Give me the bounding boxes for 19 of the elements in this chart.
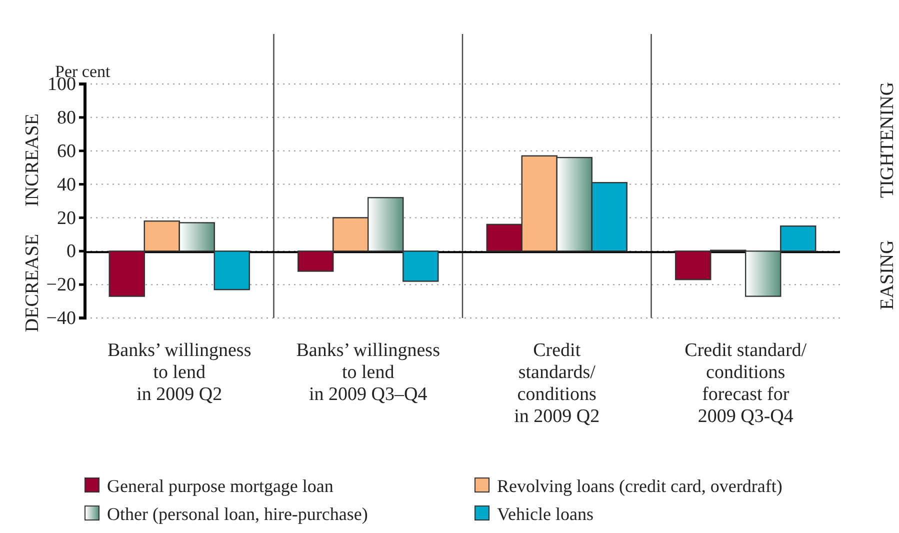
text: TIGHTENING xyxy=(877,82,898,198)
text: DECREASE xyxy=(22,234,43,332)
x-tick-label: Banks’ willingness to lend in 2009 Q3–Q4 xyxy=(296,340,440,405)
y-tick-label: −40 xyxy=(46,308,76,330)
y-tick-label: 20 xyxy=(57,208,76,229)
y-tick-label: 80 xyxy=(57,108,76,129)
legend-label: Vehicle loans xyxy=(497,504,594,524)
y-tick-label: 60 xyxy=(57,140,76,162)
legend-label: General purpose mortgage loan xyxy=(107,476,334,496)
y-tick-label: 40 xyxy=(57,174,76,196)
legend-label: Revolving loans (credit card, overdraft) xyxy=(497,476,782,496)
x-tick-label: Credit standards/ conditions in 2009 Q2 xyxy=(514,340,600,427)
x-tick-label: Banks’ willingness to lend in 2009 Q2 xyxy=(108,340,252,405)
text: INCREASE xyxy=(22,114,43,206)
y-tick-label: −20 xyxy=(46,274,76,296)
legend-label: Other (personal loan, hire-purchase) xyxy=(107,504,368,524)
y-tick-label: 0 xyxy=(66,241,76,262)
text: EASING xyxy=(877,240,898,310)
x-tick-label: Credit standard/ conditions forecast for 2009 Q3-Q4 xyxy=(684,340,808,427)
